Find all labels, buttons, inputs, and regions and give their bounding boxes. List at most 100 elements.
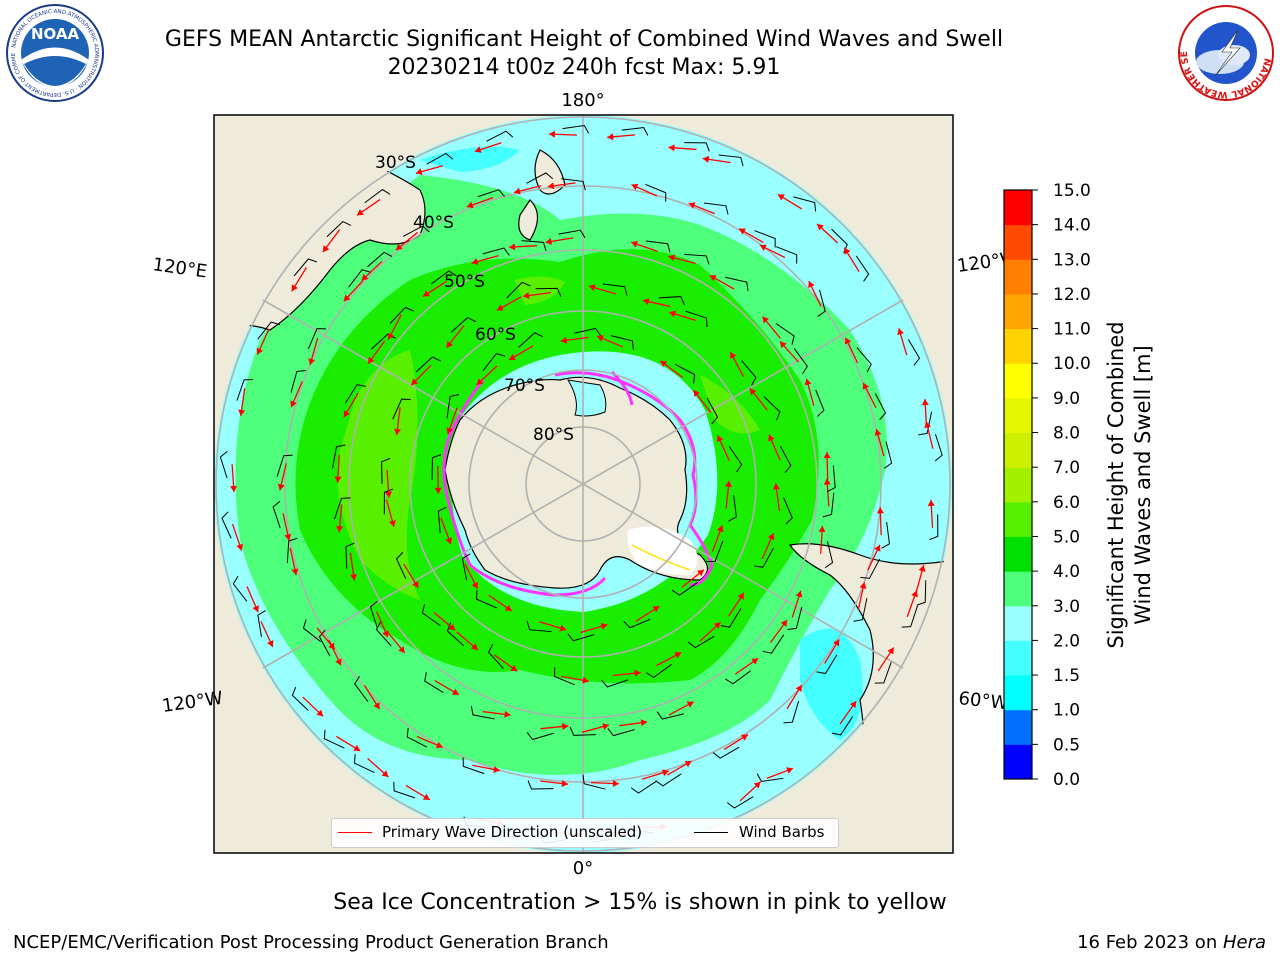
colorbar-segment xyxy=(1004,605,1032,641)
wave-direction-arrow xyxy=(709,274,735,290)
wave-direction-arrow xyxy=(779,340,800,363)
wind-barb xyxy=(562,124,590,134)
footer-date-text: 16 Feb 2023 on xyxy=(1077,932,1223,953)
wave-direction-arrow xyxy=(256,328,270,355)
wave-direction-arrow xyxy=(415,165,443,176)
wind-barb xyxy=(430,270,457,285)
wind-barb xyxy=(395,552,407,580)
noaa-logo-text: NOAA xyxy=(31,25,80,43)
lon-label-120e: 120°E xyxy=(151,254,208,282)
wave-direction-arrow xyxy=(668,701,694,716)
colorbar-tick-label: 5.0 xyxy=(1053,527,1080,547)
wave-direction-arrow xyxy=(668,310,697,322)
wave-direction-arrow xyxy=(641,769,669,780)
wave-direction-arrow xyxy=(336,735,361,752)
wind-barb xyxy=(370,333,396,350)
wave-direction-arrow xyxy=(786,684,803,710)
wave-direction-arrow xyxy=(716,434,730,461)
wind-barb xyxy=(720,608,742,628)
wave-direction-arrow xyxy=(522,291,551,300)
wind-barb xyxy=(389,306,414,324)
wave-direction-arrow xyxy=(410,364,432,386)
colorbar-tick-label: 3.0 xyxy=(1053,597,1080,617)
wind-barb xyxy=(424,672,444,694)
colorbar-segment xyxy=(1004,501,1032,537)
lat-label-30s: 30°S xyxy=(375,153,416,173)
colorbar-segment xyxy=(1004,571,1032,607)
wave-direction-arrow xyxy=(231,523,243,551)
colorbar-segment xyxy=(1004,432,1032,468)
wind-barb xyxy=(369,600,378,629)
colorbar-tick-label: 7.0 xyxy=(1053,458,1080,478)
map-legend: Primary Wave Direction (unscaled) Wind B… xyxy=(331,818,839,848)
lat-label-40s: 40°S xyxy=(413,213,454,233)
wind-barb xyxy=(462,757,485,775)
wind-barb xyxy=(621,127,649,136)
wave-direction-arrow xyxy=(723,734,749,750)
graticule xyxy=(215,115,951,853)
lon-label-180: 180° xyxy=(561,90,604,111)
wind-barb xyxy=(929,514,939,541)
wave-direction-arrow xyxy=(699,621,722,642)
wave-direction-arrow xyxy=(445,325,465,349)
wind-barb xyxy=(574,327,602,337)
wind-barb xyxy=(286,537,298,563)
wave-direction-arrow xyxy=(596,335,624,348)
wind-barb xyxy=(860,558,881,579)
wind-barb xyxy=(674,363,696,384)
wave-direction-arrow xyxy=(581,723,610,733)
wave-direction-arrow xyxy=(540,723,569,731)
wave-direction-arrow xyxy=(540,780,569,787)
colorbar-segment xyxy=(1004,744,1032,780)
colorbar: 0.0 0.5 1.0 1.5 2.0 3.0 4.0 5.0 6.0 7.0 8.0 9.0 10.0… xyxy=(1003,181,1091,790)
wind-barb xyxy=(779,446,792,473)
wind-barb xyxy=(762,634,785,654)
wind-barb xyxy=(826,465,836,492)
wave-direction-arrow xyxy=(612,669,641,677)
wind-barb xyxy=(816,654,838,675)
lon-label-60w: 60°W xyxy=(957,688,1009,714)
wind-barb xyxy=(527,780,554,790)
wave-direction-arrow xyxy=(367,757,389,778)
wind-barb xyxy=(728,495,737,522)
wind-barb xyxy=(526,732,554,741)
wind-barb xyxy=(684,253,710,265)
wind-barb xyxy=(855,255,870,282)
wind-barb xyxy=(725,276,749,292)
wind-barb xyxy=(558,229,586,239)
wind-barb xyxy=(783,497,793,525)
wind-barb xyxy=(323,729,345,749)
wave-direction-arrow xyxy=(376,611,389,638)
wind-barb xyxy=(344,384,366,404)
wind-barb xyxy=(431,454,442,480)
chart-title: GEFS MEAN Antarctic Significant Height o… xyxy=(164,27,1004,52)
wind-barb xyxy=(602,283,628,296)
wave-direction-arrow xyxy=(385,499,396,528)
wave-direction-arrow xyxy=(393,407,401,436)
meridian-60e-120w xyxy=(262,299,904,669)
wind-barb xyxy=(684,142,710,152)
wave-direction-arrow xyxy=(724,480,732,509)
wind-barb xyxy=(718,154,744,167)
colorbar-segment xyxy=(1004,224,1032,260)
wave-direction-arrow xyxy=(471,255,499,265)
wind-barb xyxy=(291,686,309,711)
wind-barb xyxy=(741,360,757,386)
wind-barb xyxy=(726,796,754,809)
wave-direction-arrow xyxy=(403,563,419,589)
wind-barb xyxy=(334,497,351,520)
wave-direction-arrow xyxy=(316,627,336,650)
wave-direction-arrow xyxy=(668,144,697,152)
wind-barb xyxy=(476,590,497,609)
wind-barb xyxy=(276,454,293,477)
colorbar-segment xyxy=(1004,328,1032,364)
wind-barb xyxy=(535,287,562,297)
wave-direction-arrow xyxy=(395,231,418,251)
wave-direction-arrow xyxy=(843,247,860,272)
map-frame xyxy=(213,114,954,854)
wind-barb xyxy=(822,492,835,518)
wave-direction-legend-swatch xyxy=(338,832,372,833)
lat-label-50s: 50°S xyxy=(444,272,485,292)
wind-barb xyxy=(775,323,795,345)
wave-direction-arrow xyxy=(590,780,619,788)
